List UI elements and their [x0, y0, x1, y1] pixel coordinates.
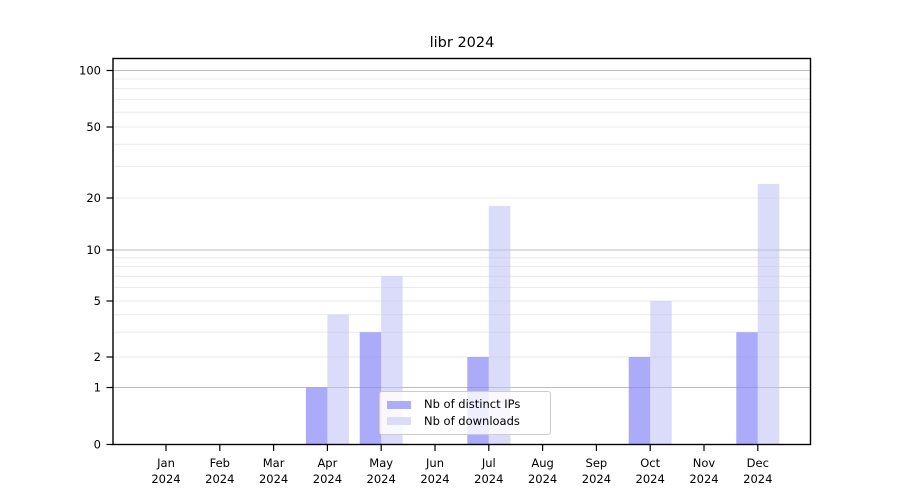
legend-swatch-downloads: [387, 417, 411, 426]
bar-distinct-ips-dec: [736, 332, 758, 445]
y-tick-label-50: 50: [86, 120, 101, 134]
y-tick-label-2: 2: [94, 350, 101, 364]
bar-distinct-ips-may: [359, 332, 382, 445]
y-tick-label-5: 5: [94, 294, 101, 308]
x-tick-label-month-aug: Aug: [531, 456, 553, 470]
bar-downloads-apr: [327, 314, 349, 445]
legend-item-distinct-ips: Nb of distinct IPs: [387, 397, 542, 411]
x-tick-label-year-jan: 2024: [151, 472, 180, 486]
x-tick-label-year-jul: 2024: [474, 472, 503, 486]
bar-distinct-ips-apr: [305, 387, 328, 445]
x-tick-label-month-oct: Oct: [640, 456, 660, 470]
y-tick-label-20: 20: [86, 191, 101, 205]
x-tick-label-year-feb: 2024: [205, 472, 234, 486]
x-tick-label-year-mar: 2024: [259, 472, 288, 486]
bar-downloads-jul: [488, 205, 511, 445]
legend-swatch-distinct-ips: [387, 400, 411, 409]
x-tick-label-month-apr: Apr: [317, 456, 337, 470]
x-tick-label-month-may: May: [369, 456, 393, 470]
x-tick-label-month-jul: Jul: [481, 456, 496, 470]
legend-item-downloads: Nb of downloads: [387, 413, 542, 428]
legend-label-downloads: Nb of downloads: [424, 413, 520, 428]
x-tick-label-year-sep: 2024: [582, 472, 611, 486]
x-tick-label-year-may: 2024: [367, 472, 396, 486]
x-tick-label-year-oct: 2024: [636, 472, 665, 486]
legend-label-distinct-ips: Nb of distinct IPs: [424, 397, 521, 411]
bar-distinct-ips-oct: [628, 357, 651, 445]
x-tick-label-month-nov: Nov: [693, 456, 716, 470]
x-tick-label-month-feb: Feb: [210, 456, 230, 470]
plot-border: [112, 57, 812, 446]
legend: Nb of distinct IPs Nb of downloads: [379, 391, 551, 435]
y-tick-label-1: 1: [94, 381, 101, 395]
x-tick-label-year-dec: 2024: [743, 472, 772, 486]
bar-downloads-oct: [650, 301, 672, 445]
y-tick-label-100: 100: [79, 64, 101, 78]
x-tick-label-year-nov: 2024: [689, 472, 718, 486]
x-tick-label-month-jun: Jun: [425, 456, 444, 470]
x-tick-label-month-sep: Sep: [586, 456, 608, 470]
x-tick-label-year-apr: 2024: [313, 472, 342, 486]
chart-title: libr 2024: [429, 35, 495, 51]
bar-downloads-dec: [757, 183, 780, 445]
x-tick-label-month-jan: Jan: [156, 456, 175, 470]
x-tick-label-year-jun: 2024: [420, 472, 449, 486]
y-tick-label-0: 0: [94, 438, 101, 452]
x-tick-label-month-mar: Mar: [263, 456, 285, 470]
x-tick-label-month-dec: Dec: [747, 456, 769, 470]
x-tick-label-year-aug: 2024: [528, 472, 557, 486]
y-tick-label-10: 10: [86, 243, 101, 257]
